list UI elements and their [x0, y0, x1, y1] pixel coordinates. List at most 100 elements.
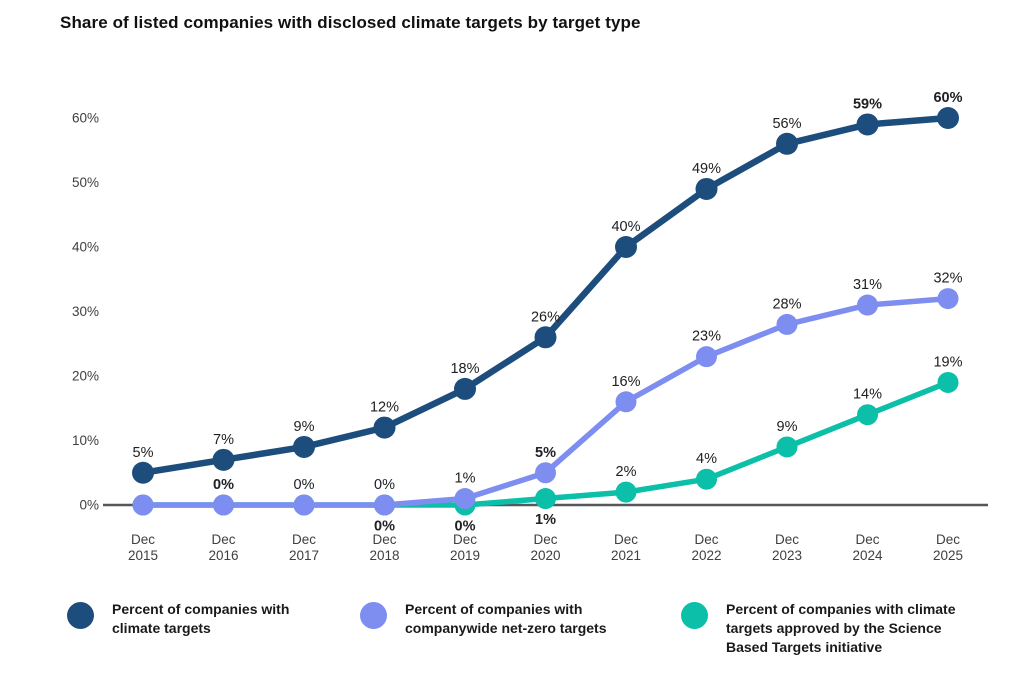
y-tick-label: 40% [72, 240, 99, 255]
data-label-periwinkle: 0% [294, 477, 315, 493]
y-tick-label: 0% [79, 498, 99, 513]
x-tick-label-month: Dec [533, 532, 557, 547]
data-label-navy: 12% [370, 400, 399, 416]
legend-label-periwinkle: Percent of companies with companywide net… [405, 600, 607, 638]
legend-label-navy: Percent of companies with climate targets [112, 600, 289, 638]
data-label-navy: 7% [213, 432, 234, 448]
data-label-teal: 2% [616, 464, 637, 480]
data-label-teal: 19% [933, 354, 962, 370]
data-point-teal [776, 436, 798, 458]
x-tick-label-month: Dec [211, 532, 235, 547]
data-label-navy: 56% [772, 116, 801, 132]
data-label-teal: 1% [535, 512, 556, 528]
data-point-navy [534, 326, 557, 349]
legend-label-line: Percent of companies with climate [726, 601, 956, 617]
data-label-periwinkle: 31% [853, 277, 882, 293]
legend-label-line: companywide net-zero targets [405, 620, 607, 636]
legend-label-line: Percent of companies with [405, 601, 583, 617]
data-point-navy [856, 113, 879, 136]
x-tick-label-month: Dec [614, 532, 638, 547]
x-tick-label-month: Dec [936, 532, 960, 547]
data-label-navy: 5% [133, 445, 154, 461]
data-label-navy: 40% [611, 219, 640, 235]
x-tick-label-month: Dec [775, 532, 799, 547]
data-label-periwinkle: 23% [692, 329, 721, 345]
data-label-teal: 0% [374, 519, 395, 535]
data-label-navy: 49% [692, 161, 721, 177]
chart-legend: Percent of companies with climate targets… [0, 598, 1024, 679]
y-tick-label: 30% [72, 304, 99, 319]
x-tick-label-year: 2020 [530, 548, 560, 563]
legend-dot-navy [67, 602, 94, 629]
legend-label-line: Based Targets initiative [726, 639, 883, 655]
line-chart: 60%50%40%30%20%10%0%Dec2015Dec2016Dec201… [72, 90, 988, 563]
data-point-navy [776, 132, 798, 155]
data-point-periwinkle [615, 391, 637, 413]
y-tick-label: 10% [72, 433, 99, 448]
data-label-teal: 9% [777, 419, 798, 435]
legend-label-line: targets approved by the Science [726, 620, 942, 636]
data-point-periwinkle [213, 494, 234, 516]
data-point-teal [535, 488, 556, 510]
data-label-navy: 59% [853, 96, 882, 112]
data-point-navy [937, 107, 959, 129]
data-label-navy: 18% [450, 361, 479, 377]
data-point-navy [373, 416, 396, 439]
data-point-periwinkle [374, 494, 395, 516]
legend-dot-periwinkle [360, 602, 387, 629]
legend-label-teal: Percent of companies with climate targets… [726, 600, 956, 657]
y-tick-label: 50% [72, 175, 99, 190]
x-tick-label-year: 2017 [289, 548, 319, 563]
data-label-periwinkle: 32% [933, 271, 962, 287]
data-point-navy [293, 435, 315, 458]
legend-item-navy: Percent of companies with climate targets [67, 598, 289, 638]
x-tick-label-year: 2019 [450, 548, 480, 563]
x-tick-label-month: Dec [292, 532, 316, 547]
x-tick-label-year: 2016 [208, 548, 238, 563]
data-point-teal [857, 404, 878, 426]
x-tick-label-year: 2018 [369, 548, 399, 563]
data-point-periwinkle [857, 294, 878, 316]
series-line-navy [139, 114, 952, 476]
data-point-periwinkle [696, 346, 717, 368]
data-label-navy: 9% [294, 419, 315, 435]
x-tick-label-year: 2024 [852, 548, 883, 563]
y-tick-label: 60% [72, 111, 99, 126]
data-label-periwinkle: 5% [535, 445, 556, 461]
legend-label-line: Percent of companies with [112, 601, 290, 617]
data-point-teal [696, 468, 717, 490]
x-tick-label-year: 2025 [933, 548, 963, 563]
x-tick-label-month: Dec [131, 532, 155, 547]
data-point-navy [132, 461, 154, 484]
data-label-teal: 0% [455, 519, 476, 535]
x-tick-label-year: 2015 [128, 548, 158, 563]
legend-label-line: climate targets [112, 620, 211, 636]
data-point-periwinkle [293, 494, 315, 516]
data-label-periwinkle: 0% [213, 477, 234, 493]
data-point-navy [695, 177, 718, 200]
data-label-teal: 4% [696, 451, 717, 467]
y-tick-label: 20% [72, 369, 99, 384]
data-label-navy: 60% [933, 90, 962, 106]
x-tick-label-month: Dec [694, 532, 718, 547]
data-label-periwinkle: 0% [374, 477, 395, 493]
x-tick-label-year: 2023 [772, 548, 802, 563]
x-tick-label-year: 2021 [611, 548, 641, 563]
data-label-periwinkle: 28% [772, 296, 801, 312]
data-point-teal [937, 371, 959, 393]
x-tick-label-month: Dec [855, 532, 879, 547]
data-point-periwinkle [454, 488, 476, 510]
data-point-periwinkle [937, 288, 959, 310]
data-point-navy [454, 377, 476, 400]
data-point-periwinkle [535, 462, 556, 484]
data-label-teal: 14% [853, 387, 882, 403]
data-point-periwinkle [776, 313, 798, 335]
x-tick-label-year: 2022 [691, 548, 721, 563]
data-label-periwinkle: 1% [455, 471, 476, 487]
data-point-periwinkle [132, 494, 154, 516]
data-label-navy: 26% [531, 309, 560, 325]
data-point-navy [212, 448, 235, 471]
x-tick-label-month: Dec [453, 532, 477, 547]
legend-dot-teal [681, 602, 708, 629]
